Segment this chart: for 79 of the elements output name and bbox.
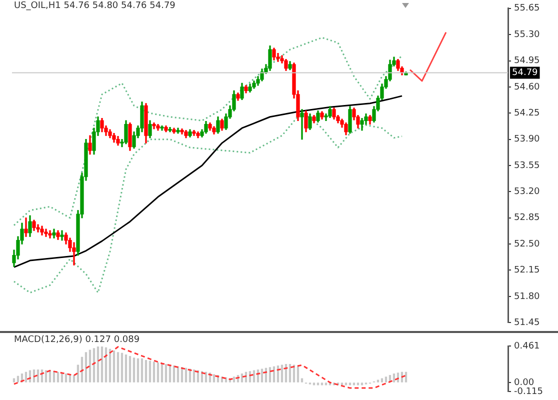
bar	[192, 370, 196, 382]
bar	[16, 376, 20, 382]
chart-title: US_OIL,H1 54.76 54.80 54.76 54.79	[14, 0, 176, 11]
ref-line-label: 54.79	[512, 68, 538, 78]
bar	[392, 373, 396, 382]
bar	[44, 370, 48, 382]
bar	[404, 372, 408, 382]
bar	[120, 352, 124, 382]
bar	[128, 356, 132, 382]
bar	[56, 372, 60, 382]
bar	[100, 346, 104, 382]
bar	[232, 376, 236, 382]
bar	[144, 360, 148, 382]
bar	[260, 368, 264, 382]
bar	[64, 373, 68, 382]
bar	[172, 366, 176, 382]
bar	[356, 382, 360, 386]
y-tick-label: 51.80	[514, 292, 540, 302]
y-tick-label: 0.461	[514, 341, 540, 352]
bar	[240, 373, 244, 382]
bar	[280, 364, 284, 382]
bar	[96, 346, 100, 382]
y-tick-label: -0.115	[514, 386, 544, 397]
y-tick-label: 52.50	[514, 239, 540, 250]
bar	[252, 370, 256, 382]
bar	[132, 358, 136, 382]
bar	[140, 358, 144, 382]
bar	[376, 380, 380, 382]
bar	[340, 382, 344, 386]
bar	[36, 370, 40, 382]
chart-title: MACD(12,26,9) 0.127 0.089	[14, 334, 140, 345]
bar	[312, 382, 316, 386]
bar	[268, 367, 272, 382]
bar	[136, 358, 140, 382]
y-tick-label: 53.55	[514, 160, 540, 171]
bar	[84, 352, 88, 382]
line-series	[13, 36, 403, 226]
y-tick-label: 54.95	[514, 56, 540, 66]
bar	[324, 382, 328, 386]
y-tick-label: 54.60	[514, 82, 540, 92]
bar	[156, 362, 160, 382]
bar	[108, 348, 112, 382]
bar	[288, 364, 292, 382]
bar	[24, 372, 28, 382]
bar	[320, 382, 324, 386]
y-tick-label: 52.15	[514, 266, 540, 276]
bar	[344, 382, 348, 386]
bar	[352, 382, 356, 386]
y-tick-label: 55.65	[514, 4, 540, 14]
candlestick	[24, 218, 28, 237]
bar	[148, 360, 152, 382]
candlestick	[300, 109, 304, 140]
y-tick-label: 51.45	[514, 318, 540, 328]
bar	[112, 350, 116, 382]
y-tick-label: 0.00	[514, 378, 534, 388]
bar	[152, 362, 156, 382]
y-tick-label: 55.30	[514, 30, 540, 40]
bar	[72, 375, 76, 382]
bar	[124, 354, 128, 382]
bar	[164, 364, 168, 382]
bar	[360, 382, 364, 386]
bar	[88, 350, 92, 382]
bar	[184, 368, 188, 382]
bar	[204, 372, 208, 382]
bar	[212, 374, 216, 382]
y-tick-label: 53.90	[514, 134, 540, 145]
bar	[12, 378, 16, 382]
bar	[380, 378, 384, 382]
bar	[76, 364, 80, 382]
y-tick-label: 52.85	[514, 213, 540, 224]
bar	[116, 352, 120, 382]
line-series	[13, 346, 407, 389]
bar	[300, 378, 304, 382]
bar	[296, 366, 300, 382]
y-tick-label: 54.25	[514, 108, 540, 118]
y-tick-label: 53.20	[514, 187, 540, 198]
bar	[384, 376, 388, 382]
bar	[348, 382, 352, 386]
bar	[316, 382, 320, 386]
